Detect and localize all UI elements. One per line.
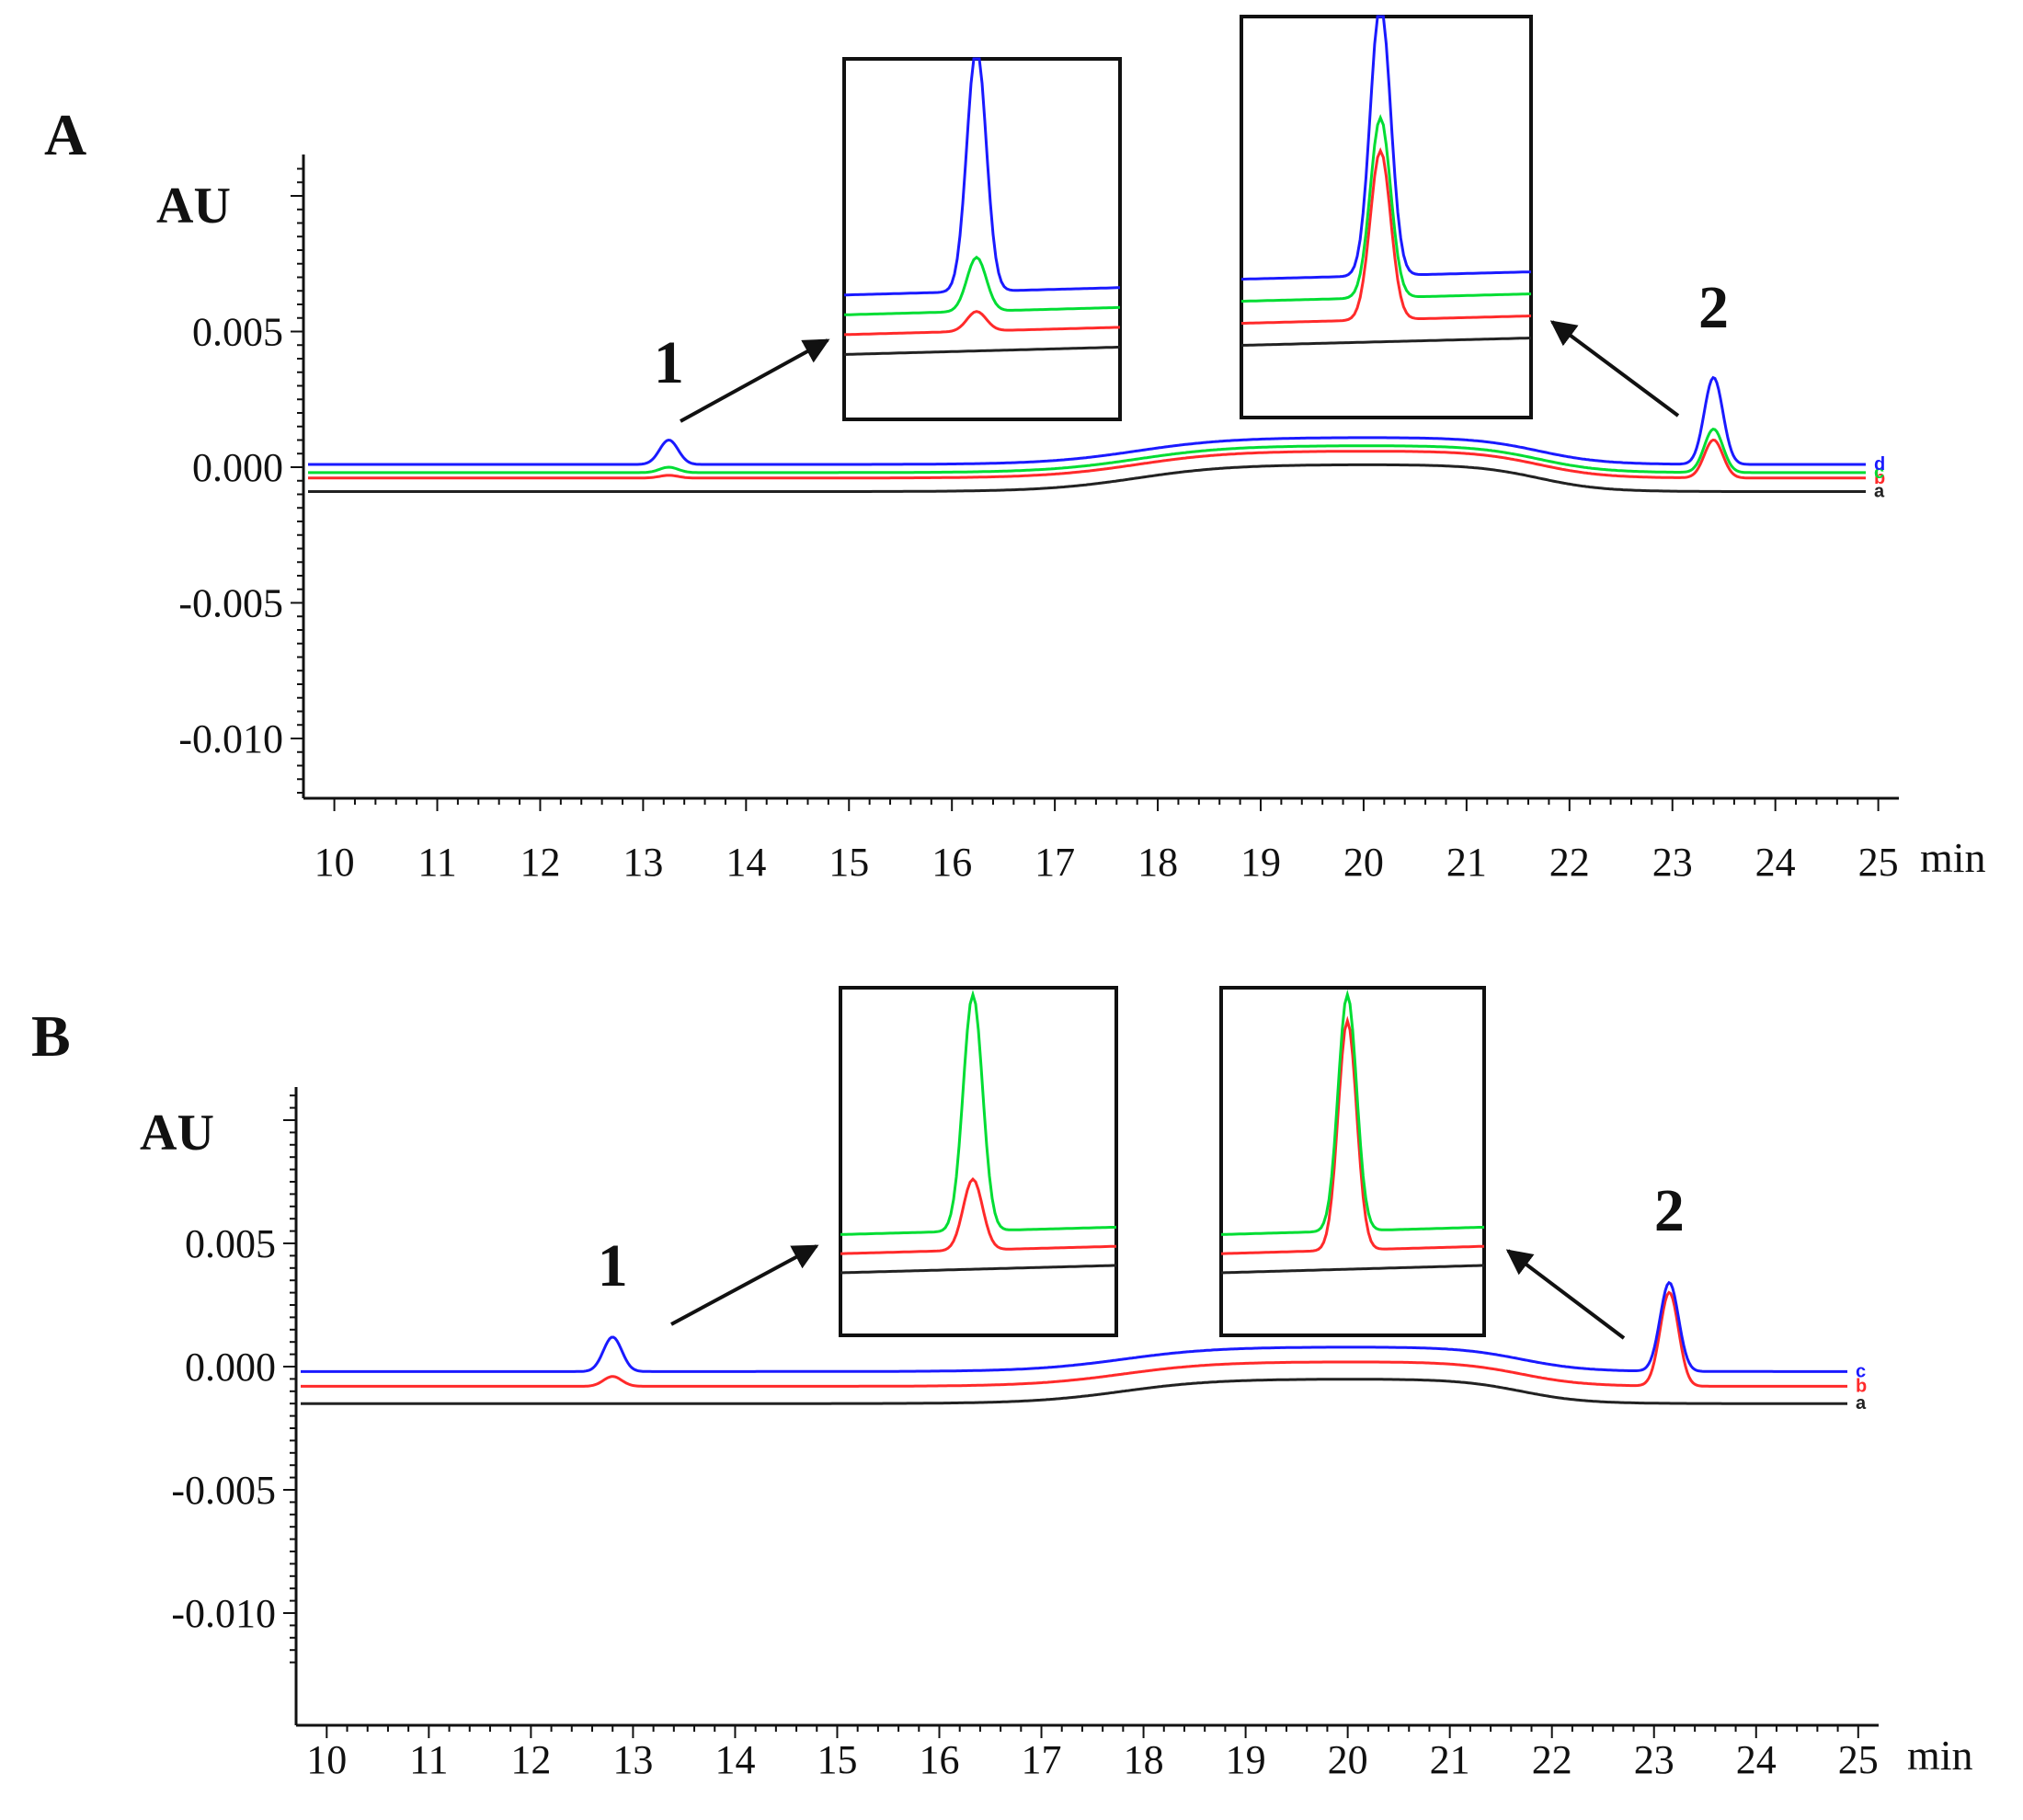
inset-trace-c xyxy=(1240,113,1531,303)
trace-b xyxy=(308,438,1866,480)
x-tick-label: 18 xyxy=(1124,1737,1164,1782)
inset-arrow xyxy=(670,1244,819,1326)
y-axis-title: AU xyxy=(140,1105,214,1162)
inset-trace-c xyxy=(843,255,1121,316)
peak-label: 1 xyxy=(654,329,684,396)
trace-tag-c: c xyxy=(1874,463,1884,483)
x-tick-label: 24 xyxy=(1755,840,1796,885)
trace-tag-b: b xyxy=(1856,1376,1867,1396)
x-tick-label: 18 xyxy=(1137,840,1178,885)
x-tick-label: 22 xyxy=(1532,1737,1572,1782)
x-tick-label: 20 xyxy=(1343,840,1384,885)
x-tick-label: 25 xyxy=(1838,1737,1879,1782)
x-tick-label: 15 xyxy=(817,1737,857,1782)
inset-frame xyxy=(1240,15,1533,419)
panel-b: B AU min 10 11 12 13 14 15 16 17 18 19 20 21 22 23 24 2… xyxy=(31,986,1973,1782)
inset-trace-a xyxy=(1240,337,1532,347)
peak-label: 1 xyxy=(598,1232,628,1299)
inset-trace-d xyxy=(843,57,1120,297)
x-tick-label: 19 xyxy=(1226,1737,1266,1782)
x-tick-label: 10 xyxy=(306,1737,347,1782)
inset-peak-1 xyxy=(839,986,1118,1337)
inset-peak-2 xyxy=(1219,986,1486,1337)
inset-trace-c xyxy=(1220,989,1485,1236)
panel-a: A AU min 10 11 12 13 14 15 16 17 18 19 20 21 22 23 24 2… xyxy=(44,15,1986,885)
x-tick-label: 23 xyxy=(1652,840,1693,885)
x-axis-unit: min xyxy=(1907,1732,1973,1779)
inset-peak-1 xyxy=(842,57,1122,421)
y-tick-label: -0.005 xyxy=(171,1468,276,1513)
y-tick-label: 0.005 xyxy=(192,310,283,355)
trace-tag-b: b xyxy=(1874,468,1885,488)
trace-tag-a: a xyxy=(1856,1393,1867,1414)
x-axis-unit: min xyxy=(1920,834,1986,881)
inset-arrow xyxy=(1505,1249,1626,1340)
x-tick-label: 11 xyxy=(409,1737,448,1782)
x-tick-label: 12 xyxy=(520,840,560,885)
peak-label: 2 xyxy=(1698,274,1729,341)
inset-trace-a xyxy=(840,1264,1116,1275)
y-axis-title: AU xyxy=(156,177,231,235)
inset-trace-a xyxy=(1220,1264,1484,1275)
y-tick-label: 0.000 xyxy=(192,445,283,490)
x-tick-label: 13 xyxy=(612,1737,653,1782)
trace-d xyxy=(308,375,1866,466)
x-tick-label: 24 xyxy=(1736,1737,1777,1782)
inset-arrow xyxy=(680,338,830,423)
x-tick-label: 12 xyxy=(510,1737,551,1782)
trace-a xyxy=(308,463,1866,493)
x-tick-label: 16 xyxy=(920,1737,960,1782)
x-tick-label: 17 xyxy=(1034,840,1075,885)
x-tick-label: 14 xyxy=(726,840,766,885)
x-tick-label: 21 xyxy=(1430,1737,1470,1782)
trace-tag-c: c xyxy=(1856,1361,1866,1381)
inset-trace-b xyxy=(1220,1015,1485,1255)
x-tick-label: 19 xyxy=(1240,840,1281,885)
y-tick-label: -0.005 xyxy=(178,581,283,626)
inset-trace-b xyxy=(843,310,1121,337)
inset-trace-b xyxy=(840,1177,1117,1255)
trace-c xyxy=(308,427,1866,475)
trace-c xyxy=(301,1280,1847,1373)
x-tick-label: 21 xyxy=(1446,840,1487,885)
x-tick-label: 22 xyxy=(1549,840,1590,885)
x-tick-label: 25 xyxy=(1858,840,1899,885)
trace-b xyxy=(301,1290,1847,1388)
inset-peak-2 xyxy=(1240,15,1533,419)
inset-trace-a xyxy=(844,345,1121,356)
y-tick-label: 0.005 xyxy=(185,1221,276,1266)
inset-trace-b xyxy=(1241,147,1532,325)
trace-tag-a: a xyxy=(1874,482,1885,502)
inset-frame xyxy=(842,57,1122,421)
trace-tag-d: d xyxy=(1874,454,1885,475)
x-tick-label: 11 xyxy=(417,840,456,885)
x-tick-label: 10 xyxy=(314,840,355,885)
peak-label: 2 xyxy=(1654,1177,1685,1244)
x-tick-label: 20 xyxy=(1328,1737,1368,1782)
panel-label: A xyxy=(44,102,86,167)
panel-label: B xyxy=(31,1003,71,1069)
inset-trace-d xyxy=(1240,15,1532,281)
x-tick-label: 13 xyxy=(623,840,663,885)
x-tick-label: 16 xyxy=(931,840,972,885)
y-tick-label: -0.010 xyxy=(171,1591,276,1636)
x-tick-label: 17 xyxy=(1022,1737,1062,1782)
trace-a xyxy=(301,1378,1847,1405)
x-tick-label: 15 xyxy=(829,840,869,885)
x-tick-label: 23 xyxy=(1634,1737,1674,1782)
y-tick-label: 0.000 xyxy=(185,1345,276,1390)
inset-trace-c xyxy=(840,990,1117,1236)
inset-arrow xyxy=(1549,320,1680,418)
y-tick-label: -0.010 xyxy=(178,716,283,761)
x-tick-label: 14 xyxy=(714,1737,755,1782)
